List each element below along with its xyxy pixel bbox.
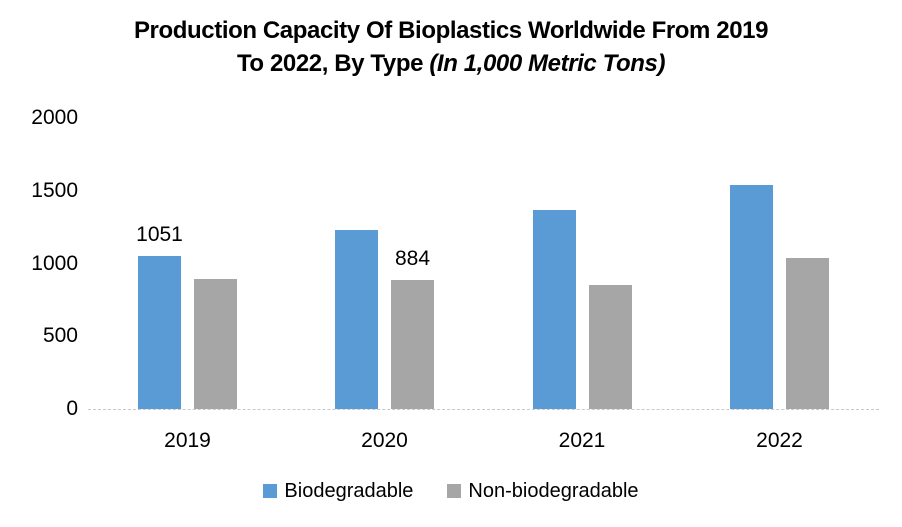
y-tick-label-500: 500 bbox=[42, 324, 78, 348]
chart-title-units: (In 1,000 Metric Tons) bbox=[429, 50, 666, 77]
legend: Biodegradable Non-biodegradable bbox=[0, 480, 902, 502]
chart-title: Production Capacity Of Bioplastics World… bbox=[0, 14, 902, 80]
legend-swatch-non-biodegradable bbox=[447, 484, 462, 498]
y-tick-label-1500: 1500 bbox=[31, 178, 78, 202]
x-axis-label-2021: 2021 bbox=[558, 429, 606, 452]
x-axis-line bbox=[88, 409, 879, 410]
y-tick-label-0: 0 bbox=[66, 397, 78, 420]
legend-item-biodegradable: Biodegradable bbox=[263, 480, 413, 502]
bar-biodegradable-2020 bbox=[335, 230, 378, 409]
x-axis-label-2020: 2020 bbox=[361, 429, 408, 452]
bar-biodegradable-2022 bbox=[730, 184, 773, 409]
y-tick-label-2000: 2000 bbox=[31, 106, 78, 129]
data-label-1051: 1051 bbox=[136, 223, 183, 247]
bar-non-biodegradable-2019 bbox=[194, 278, 237, 409]
y-tick-label-1000: 1000 bbox=[31, 251, 78, 275]
legend-label-biodegradable: Biodegradable bbox=[284, 480, 414, 502]
x-axis-label-2022: 2022 bbox=[756, 429, 803, 452]
x-axis-label-2019: 2019 bbox=[164, 429, 211, 452]
bar-biodegradable-2021 bbox=[532, 210, 576, 409]
chart-title-line2: To 2022, By Type bbox=[236, 50, 430, 77]
bar-non-biodegradable-2022 bbox=[786, 257, 829, 409]
bar-biodegradable-2019 bbox=[138, 256, 181, 409]
chart-title-line1: Production Capacity Of Bioplastics World… bbox=[133, 17, 769, 44]
bar-non-biodegradable-2021 bbox=[588, 284, 632, 409]
data-label-884: 884 bbox=[394, 247, 431, 271]
legend-item-non-biodegradable: Non-biodegradable bbox=[447, 480, 639, 502]
legend-label-non-biodegradable: Non-biodegradable bbox=[468, 480, 639, 502]
legend-swatch-biodegradable bbox=[263, 484, 278, 498]
bar-non-biodegradable-2020 bbox=[391, 280, 434, 409]
